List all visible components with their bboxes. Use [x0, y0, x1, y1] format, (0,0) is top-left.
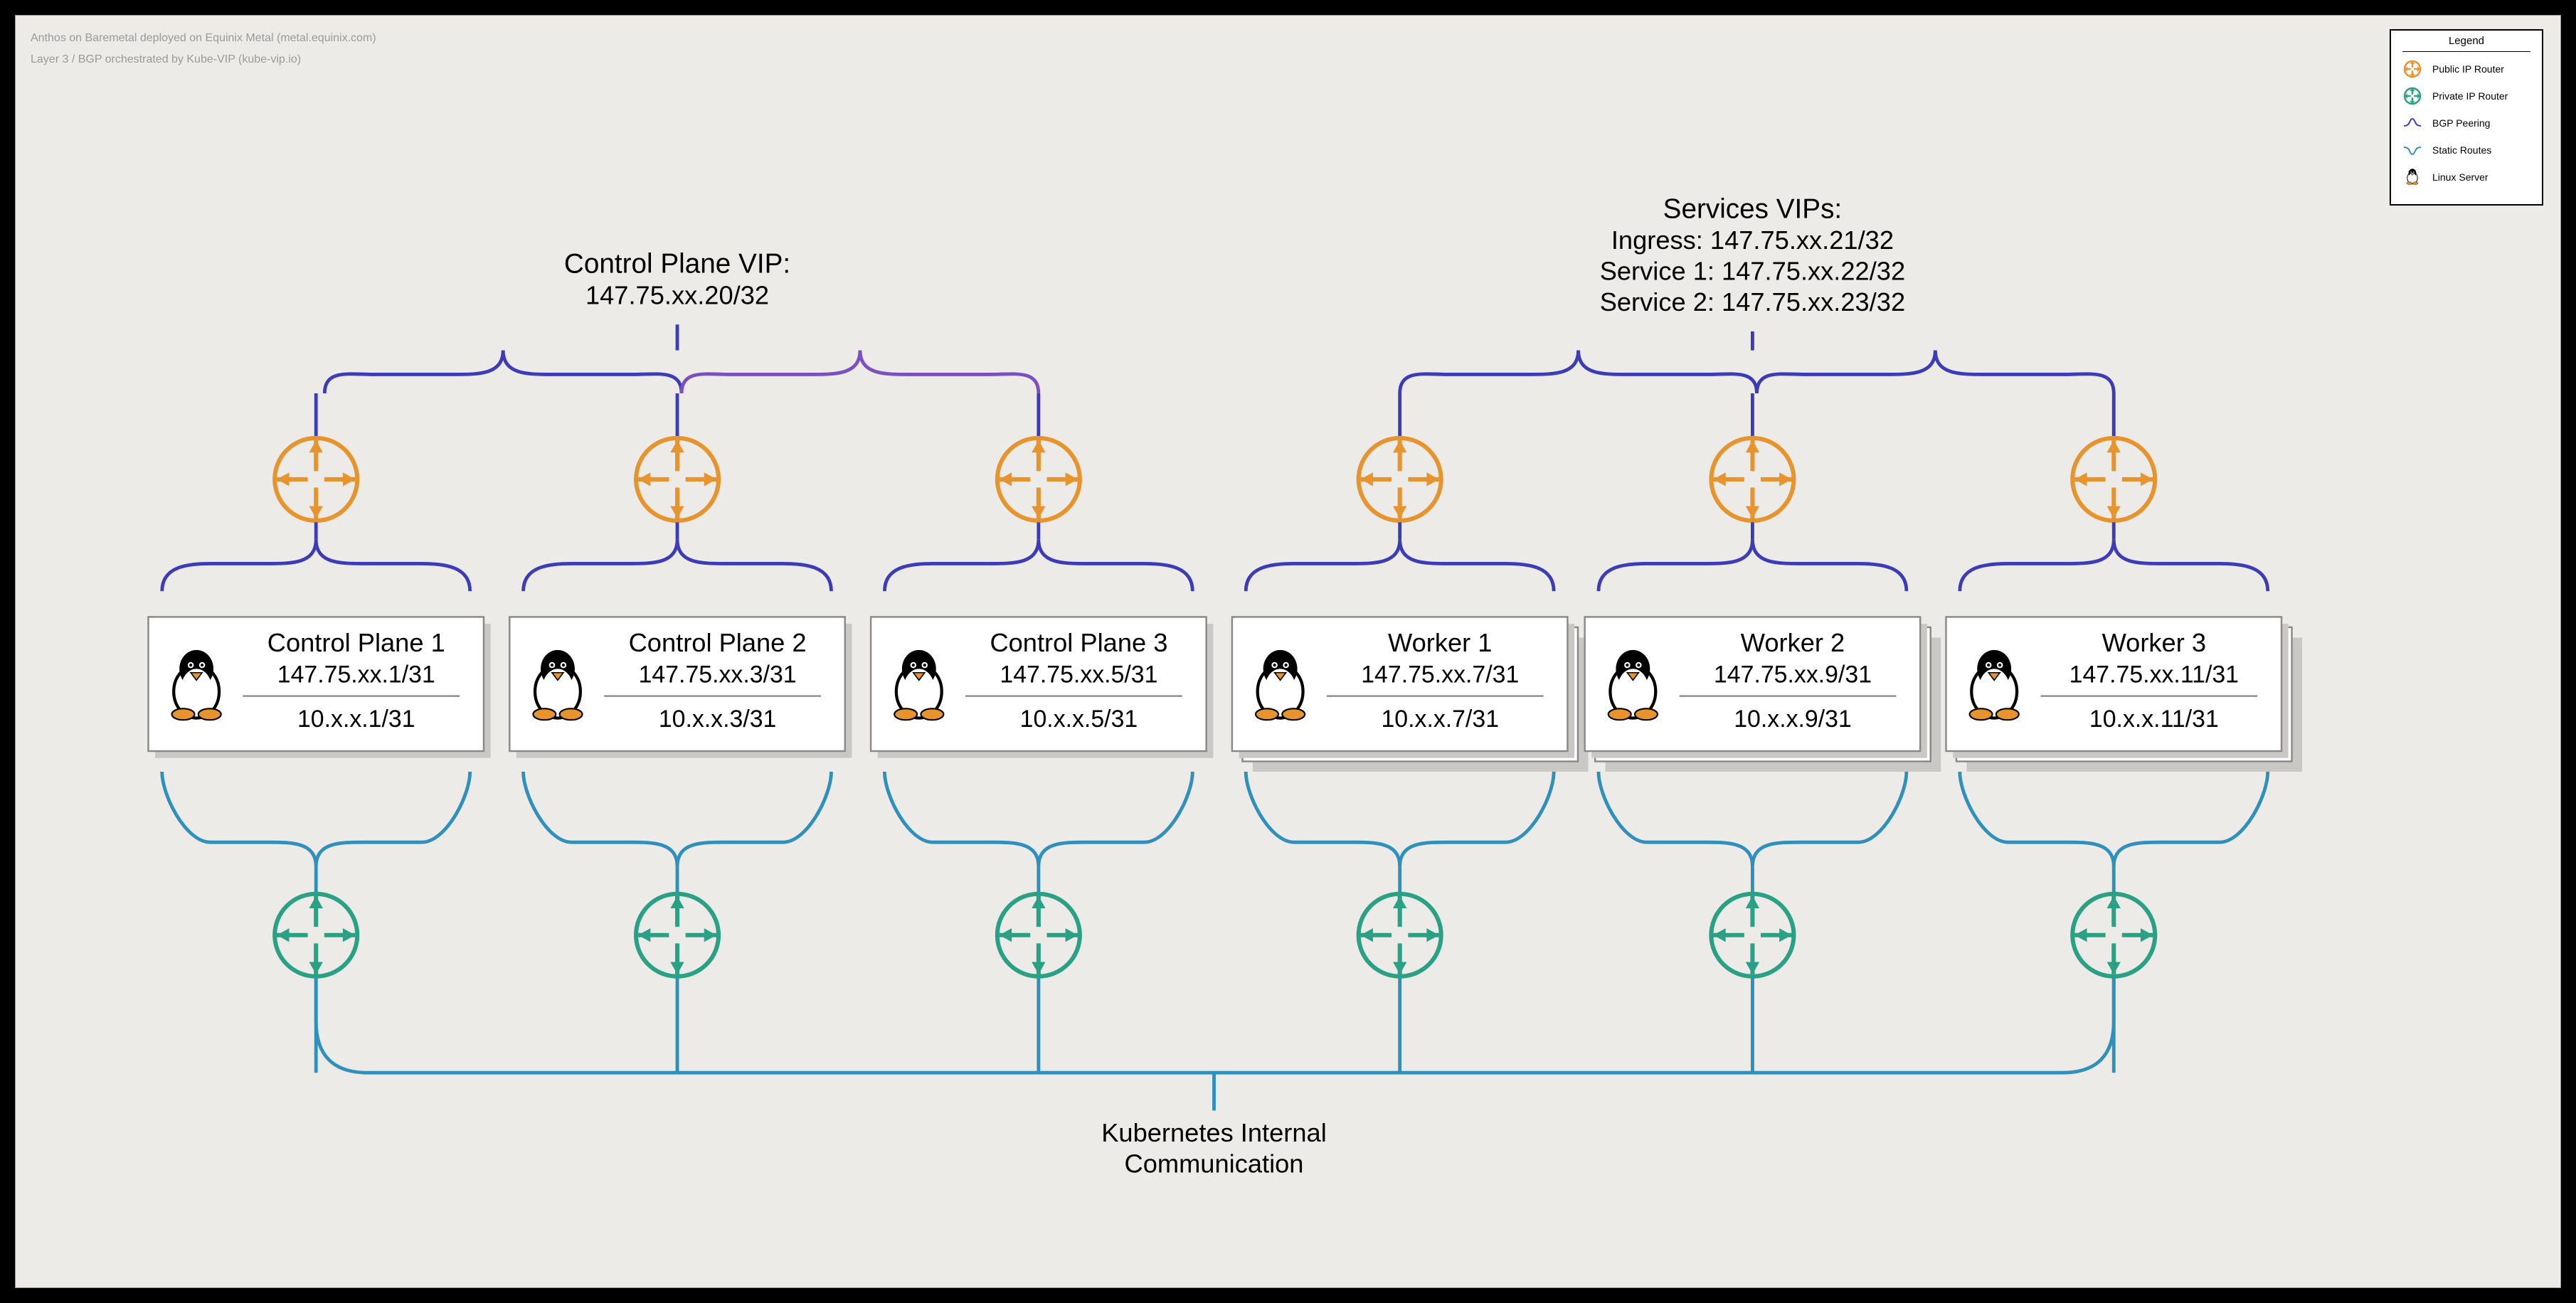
svg-text:10.x.x.7/31: 10.x.x.7/31: [1381, 706, 1499, 733]
svg-text:10.x.x.9/31: 10.x.x.9/31: [1734, 706, 1852, 733]
server-card: Worker 2 147.75.xx.9/31 10.x.x.9/31: [1585, 617, 1921, 751]
router-icon: [997, 894, 1080, 977]
diagram-svg: Control Plane VIP:147.75.xx.20/32 Service…: [15, 15, 2561, 1288]
svg-text:Service 1: 147.75.xx.22/32: Service 1: 147.75.xx.22/32: [1600, 256, 1905, 285]
legend-item: Private IP Router: [2402, 86, 2530, 106]
svg-text:147.75.xx.7/31: 147.75.xx.7/31: [1361, 661, 1519, 688]
linux-icon: [2407, 169, 2418, 184]
svg-text:Service 2: 147.75.xx.23/32: Service 2: 147.75.xx.23/32: [1600, 287, 1905, 317]
header-line-2: Layer 3 / BGP orchestrated by Kube-VIP (…: [31, 49, 376, 70]
svg-text:Worker 2: Worker 2: [1741, 628, 1845, 657]
router-icon: [2072, 438, 2155, 521]
svg-text:147.75.xx.11/31: 147.75.xx.11/31: [2069, 661, 2239, 688]
router-icon: [275, 438, 357, 521]
svg-text:Communication: Communication: [1125, 1149, 1304, 1178]
router-icon: [636, 894, 719, 977]
router-icon: [1359, 438, 1441, 521]
svg-text:Worker 3: Worker 3: [2102, 628, 2206, 657]
router-icon: [1711, 894, 1793, 977]
server-card: Worker 1 147.75.xx.7/31 10.x.x.7/31: [1232, 617, 1568, 751]
legend-item: Linux Server: [2402, 167, 2530, 187]
svg-text:Control Plane 2: Control Plane 2: [629, 628, 807, 657]
router-icon: [636, 438, 719, 521]
server-card: Worker 3 147.75.xx.11/31 10.x.x.11/31: [1946, 617, 2281, 751]
header-line-1: Anthos on Baremetal deployed on Equinix …: [31, 28, 376, 49]
svg-text:10.x.x.11/31: 10.x.x.11/31: [2089, 706, 2219, 733]
svg-text:147.75.xx.20/32: 147.75.xx.20/32: [585, 280, 769, 309]
legend-label: BGP Peering: [2432, 117, 2490, 129]
svg-text:147.75.xx.3/31: 147.75.xx.3/31: [639, 661, 797, 688]
legend-label: Public IP Router: [2432, 63, 2504, 75]
svg-text:147.75.xx.1/31: 147.75.xx.1/31: [277, 661, 435, 688]
svg-text:Control Plane 3: Control Plane 3: [990, 628, 1167, 657]
svg-text:Control Plane 1: Control Plane 1: [267, 628, 445, 657]
legend-label: Static Routes: [2432, 144, 2491, 156]
svg-text:147.75.xx.5/31: 147.75.xx.5/31: [1000, 661, 1157, 688]
legend-item: BGP Peering: [2402, 113, 2530, 133]
header-block: Anthos on Baremetal deployed on Equinix …: [31, 28, 376, 71]
router-icon: [997, 438, 1080, 521]
legend-item: Static Routes: [2402, 140, 2530, 160]
server-card: Control Plane 3 147.75.xx.5/31 10.x.x.5/31: [871, 617, 1207, 751]
router-icon: [275, 894, 357, 977]
diagram-page: Anthos on Baremetal deployed on Equinix …: [15, 15, 2561, 1288]
router-icon: [1711, 438, 1793, 521]
router-icon: [1359, 894, 1441, 977]
svg-text:147.75.xx.9/31: 147.75.xx.9/31: [1714, 661, 1872, 688]
legend-label: Private IP Router: [2432, 90, 2508, 102]
svg-text:Worker 1: Worker 1: [1388, 628, 1492, 657]
svg-text:10.x.x.3/31: 10.x.x.3/31: [659, 706, 777, 733]
legend-label: Linux Server: [2432, 171, 2488, 183]
legend-title: Legend: [2402, 35, 2530, 52]
svg-text:10.x.x.5/31: 10.x.x.5/31: [1020, 706, 1138, 733]
internal-bus: [316, 978, 2114, 1073]
legend-item: Public IP Router: [2402, 59, 2530, 79]
svg-text:Services VIPs:: Services VIPs:: [1663, 193, 1843, 224]
server-card: Control Plane 2 147.75.xx.3/31 10.x.x.3/31: [509, 617, 845, 751]
router-icon: [2405, 88, 2420, 104]
svg-text:Control Plane VIP:: Control Plane VIP:: [564, 249, 790, 280]
router-icon: [2072, 894, 2155, 977]
legend: Legend Public IP Router Private IP Router…: [2390, 29, 2543, 206]
svg-text:Ingress: 147.75.xx.21/32: Ingress: 147.75.xx.21/32: [1611, 225, 1894, 255]
server-card: Control Plane 1 147.75.xx.1/31 10.x.x.1/31: [148, 617, 484, 751]
svg-text:Kubernetes Internal: Kubernetes Internal: [1101, 1118, 1327, 1147]
svg-text:10.x.x.1/31: 10.x.x.1/31: [297, 706, 415, 733]
router-icon: [2405, 61, 2420, 77]
